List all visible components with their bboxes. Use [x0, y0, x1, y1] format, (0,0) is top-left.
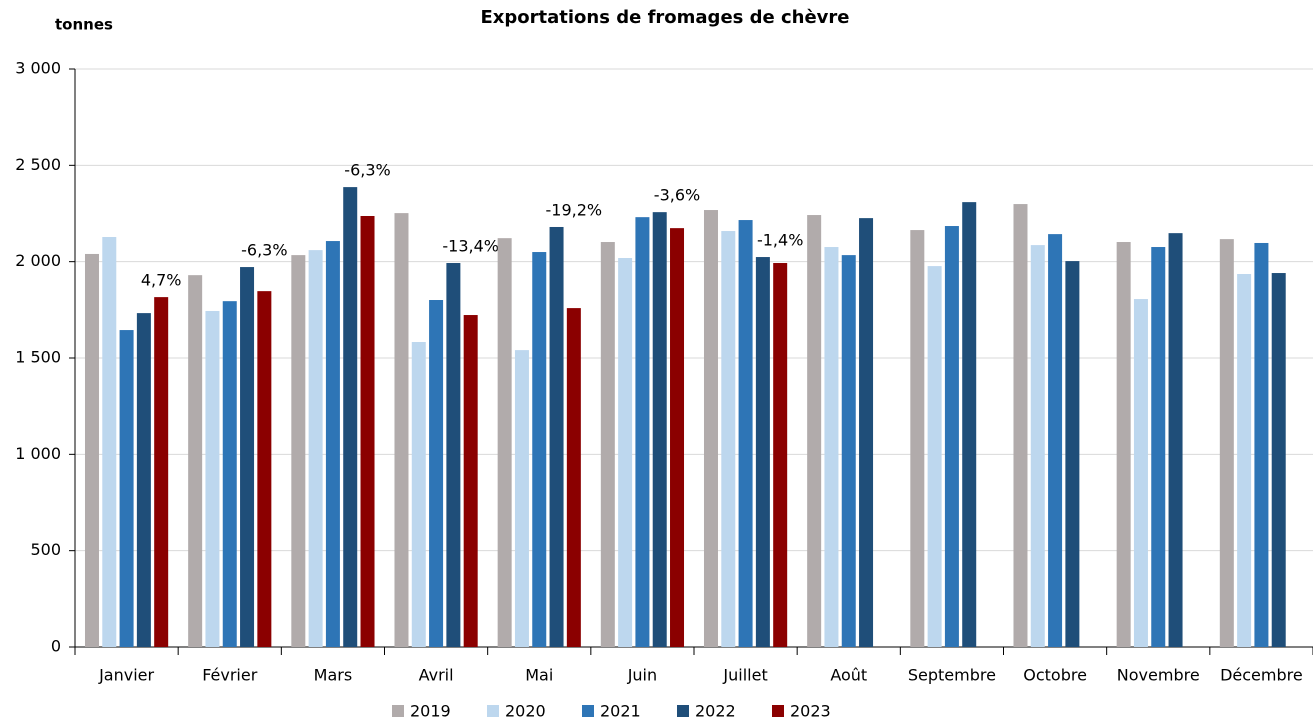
- x-tick-label: Septembre: [908, 666, 996, 685]
- annotation: -19,2%: [546, 200, 603, 219]
- legend-label: 2021: [600, 702, 641, 721]
- x-tick-label: Octobre: [1023, 666, 1087, 685]
- legend-swatch: [677, 705, 689, 717]
- y-tick-label: 2 000: [15, 251, 61, 270]
- bar: [1065, 261, 1080, 647]
- bar: [841, 255, 856, 647]
- bar: [927, 266, 942, 647]
- annotation: -6,3%: [241, 241, 287, 260]
- y-tick-label: 500: [30, 540, 61, 559]
- bar: [119, 330, 134, 647]
- legend-swatch: [392, 705, 404, 717]
- y-axis-label: tonnes: [55, 16, 113, 34]
- bar: [497, 238, 512, 648]
- x-tick-label: Août: [830, 666, 867, 685]
- bar: [446, 263, 461, 647]
- annotation: -6,3%: [344, 161, 390, 180]
- bar: [205, 310, 220, 647]
- x-tick-label: Novembre: [1117, 666, 1200, 685]
- bar: [343, 187, 358, 647]
- y-tick-label: 1 000: [15, 444, 61, 463]
- bar: [824, 247, 839, 648]
- y-tick-label: 0: [51, 637, 61, 656]
- bar: [600, 242, 615, 648]
- bar: [240, 267, 255, 647]
- y-tick-label: 3 000: [15, 59, 61, 78]
- bar: [703, 210, 718, 648]
- bar: [721, 231, 736, 648]
- legend-swatch: [582, 705, 594, 717]
- legend-swatch: [487, 705, 499, 717]
- bar: [807, 215, 822, 648]
- bar: [222, 301, 237, 647]
- x-tick-label: Mars: [314, 666, 353, 685]
- legend-label: 2023: [790, 702, 831, 721]
- legend-swatch: [772, 705, 784, 717]
- bar: [463, 315, 478, 647]
- bar: [652, 212, 667, 647]
- bar: [1133, 299, 1148, 647]
- bar: [188, 275, 203, 647]
- bar: [308, 250, 323, 647]
- bar: [549, 226, 564, 647]
- bar: [1151, 247, 1166, 648]
- bar: [944, 226, 959, 648]
- x-tick-label: Juin: [627, 666, 657, 685]
- bar: [1013, 204, 1028, 647]
- y-tick-label: 2 500: [15, 155, 61, 174]
- bar: [635, 217, 650, 648]
- bar: [429, 300, 444, 647]
- x-tick-label: Mai: [525, 666, 553, 685]
- bar: [1048, 234, 1063, 647]
- x-tick-label: Janvier: [98, 666, 154, 685]
- bar: [102, 237, 117, 647]
- bar: [566, 308, 581, 647]
- bar: [136, 313, 151, 647]
- chart-title: Exportations de fromages de chèvre: [481, 7, 850, 28]
- annotation: -1,4%: [757, 231, 803, 250]
- x-tick-label: Avril: [419, 666, 454, 685]
- bar: [1030, 245, 1045, 647]
- x-tick-label: Décembre: [1220, 666, 1303, 685]
- bar: [1219, 239, 1234, 647]
- x-tick-label: Juillet: [722, 666, 767, 685]
- bar: [257, 291, 272, 647]
- bar: [910, 230, 925, 647]
- bar: [514, 350, 529, 647]
- bar: [670, 228, 685, 647]
- bar: [773, 263, 788, 647]
- bar: [1168, 233, 1183, 648]
- annotation: -13,4%: [442, 237, 499, 256]
- legend-label: 2019: [410, 702, 451, 721]
- bar: [154, 297, 169, 647]
- annotation: -3,6%: [654, 186, 700, 205]
- bar: [360, 216, 375, 647]
- x-tick-label: Février: [202, 666, 258, 685]
- bar: [325, 241, 340, 647]
- bar: [1237, 273, 1252, 647]
- bar: [738, 220, 753, 647]
- legend-label: 2022: [695, 702, 736, 721]
- bar: [859, 218, 874, 647]
- bar: [1254, 242, 1269, 647]
- bar: [1271, 273, 1286, 647]
- bar: [1116, 242, 1131, 648]
- legend-label: 2020: [505, 702, 546, 721]
- bar: [755, 257, 770, 647]
- bar: [532, 252, 547, 648]
- bar: [411, 342, 426, 647]
- bar: [291, 255, 306, 647]
- bar: [618, 258, 633, 647]
- annotation: 4,7%: [141, 271, 182, 290]
- bar: [962, 202, 977, 647]
- bar: [394, 213, 409, 647]
- bar: [84, 253, 99, 647]
- y-tick-label: 1 500: [15, 348, 61, 367]
